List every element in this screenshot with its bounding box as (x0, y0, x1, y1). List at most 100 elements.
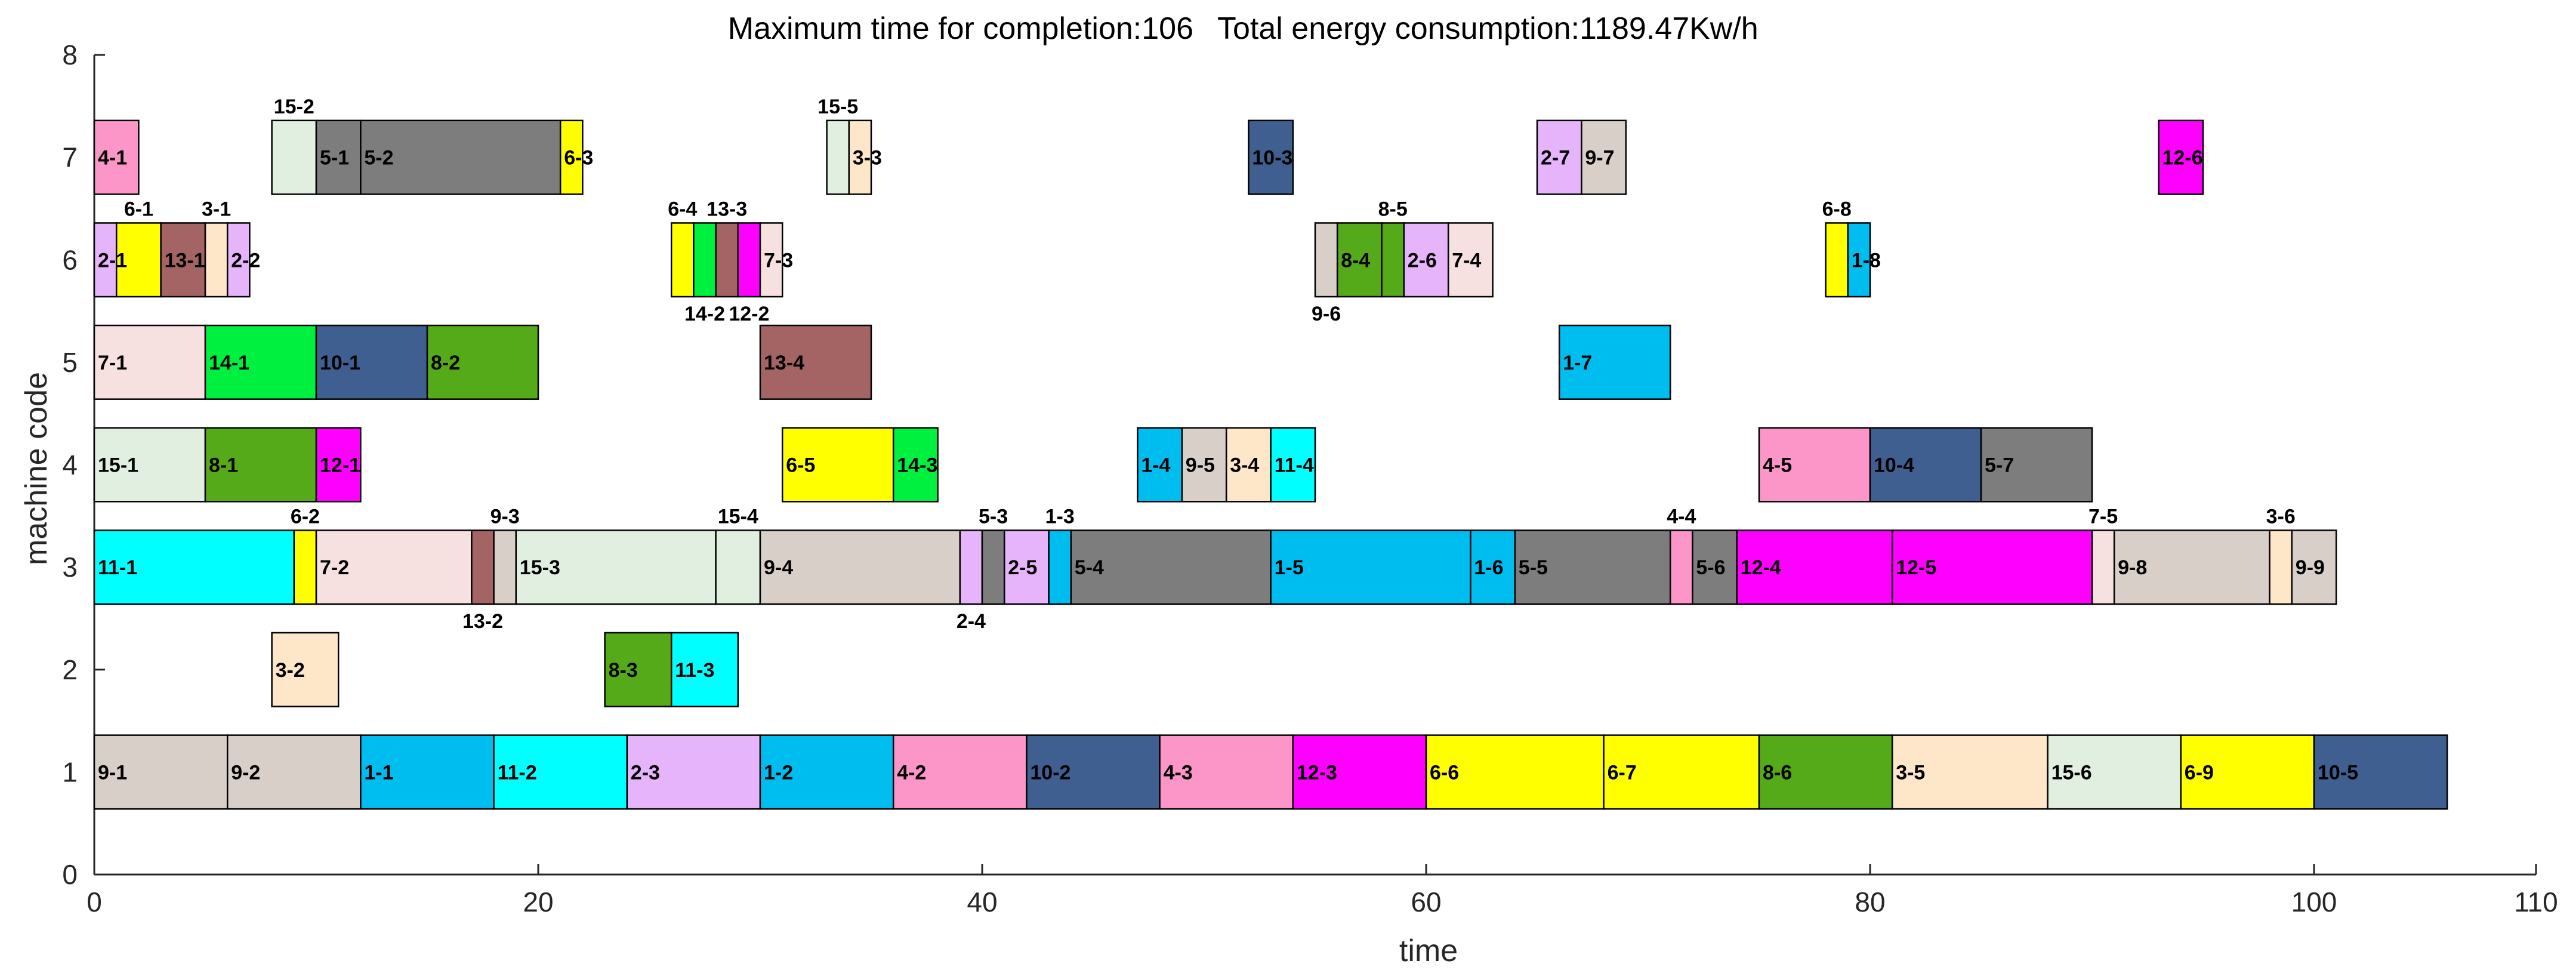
task-label: 3-2 (276, 659, 305, 682)
task-bar (1825, 222, 1849, 298)
task-label: 4-4 (1667, 505, 1696, 528)
y-tick-label: 5 (62, 347, 78, 378)
task-bar (604, 632, 672, 707)
task-bar (1558, 324, 1671, 400)
task-bar (1248, 119, 1294, 195)
y-tick-label: 3 (62, 552, 78, 583)
task-label: 6-5 (786, 454, 815, 477)
task-label: 6-9 (2185, 761, 2214, 784)
task-bar (93, 427, 206, 503)
task-label: 9-7 (1585, 147, 1614, 170)
task-label: 5-4 (1075, 556, 1104, 579)
task-label: 7-3 (764, 249, 793, 272)
task-bar (1603, 734, 1760, 810)
task-bar (959, 529, 983, 605)
task-bar (271, 632, 340, 707)
task-bar (93, 324, 206, 400)
task-bar (559, 119, 584, 195)
task-label: 3-6 (2266, 505, 2296, 528)
task-bar (781, 427, 894, 503)
task-label: 9-4 (764, 556, 793, 579)
task-bar (2269, 529, 2293, 605)
task-bar (981, 529, 1005, 605)
task-label: 9-6 (1312, 303, 1341, 325)
task-bar (2091, 529, 2115, 605)
task-bar (315, 119, 362, 195)
task-label: 11-1 (98, 556, 137, 579)
task-label: 15-6 (2051, 761, 2092, 784)
task-bar (1514, 529, 1671, 605)
task-bar (2180, 734, 2315, 810)
task-label: 8-4 (1341, 249, 1370, 272)
task-label: 5-6 (1696, 556, 1725, 579)
task-label: 3-4 (1230, 454, 1259, 477)
x-tick-label: 80 (1855, 886, 1885, 918)
task-bar (204, 222, 229, 298)
task-bar (670, 222, 695, 298)
task-label: 5-2 (364, 147, 393, 170)
task-label: 1-8 (1852, 249, 1881, 272)
task-label: 9-3 (490, 505, 520, 528)
task-label: 9-8 (2118, 556, 2147, 579)
task-bar (1336, 222, 1383, 298)
task-bar (759, 324, 872, 400)
task-bar (315, 529, 473, 605)
task-label: 6-6 (1430, 761, 1459, 784)
task-label: 13-4 (764, 352, 804, 374)
task-label: 14-3 (897, 454, 937, 477)
y-axis-label: machine code (19, 372, 54, 565)
task-bars (93, 119, 2448, 810)
task-bar (1181, 427, 1227, 503)
task-bar (1381, 222, 1405, 298)
y-tick-label: 7 (62, 142, 78, 173)
task-label: 8-3 (609, 659, 638, 682)
task-bar (2313, 734, 2448, 810)
task-bar (892, 427, 939, 503)
task-label: 4-3 (1164, 761, 1193, 784)
task-bar (1270, 427, 1316, 503)
task-label: 1-2 (764, 761, 793, 784)
task-label: 10-4 (1874, 454, 1914, 477)
task-label: 9-2 (231, 761, 260, 784)
task-label: 12-6 (2162, 147, 2203, 170)
y-tick-label: 4 (62, 450, 78, 481)
task-bar (1314, 222, 1338, 298)
task-bar (2158, 119, 2204, 195)
task-label: 5-7 (1985, 454, 2014, 477)
y-tick-label: 6 (62, 244, 78, 275)
task-bar (1048, 529, 1072, 605)
task-label: 3-5 (1896, 761, 1925, 784)
task-label: 2-5 (1008, 556, 1037, 579)
task-label: 13-1 (165, 249, 205, 272)
task-bar (759, 529, 961, 605)
task-label: 1-5 (1275, 556, 1304, 579)
task-label: 10-5 (2318, 761, 2358, 784)
plot-axes: 0 20 40 60 80 100 110 0 1 2 3 4 5 6 7 8 (62, 39, 2558, 918)
task-label: 7-1 (98, 352, 127, 374)
task-bar (1137, 427, 1183, 503)
task-label: 10-1 (320, 352, 360, 374)
task-bar (204, 427, 317, 503)
task-label: 10-2 (1030, 761, 1070, 784)
task-bar (1980, 427, 2093, 503)
task-bar (2047, 734, 2182, 810)
x-tick-label: 0 (87, 886, 102, 918)
task-label: 12-2 (729, 303, 769, 325)
task-bar (1891, 529, 2093, 605)
task-bar (226, 222, 251, 298)
task-label: 2-6 (1408, 249, 1437, 272)
task-bar (115, 222, 162, 298)
task-bar (493, 734, 628, 810)
task-label: 7-5 (2088, 505, 2118, 528)
task-bar (1891, 734, 2049, 810)
task-bar (759, 222, 783, 298)
task-label: 2-4 (957, 610, 986, 633)
task-label: 14-2 (684, 303, 725, 325)
task-bar (1581, 119, 1627, 195)
task-label: 4-2 (897, 761, 926, 784)
task-bar (737, 222, 761, 298)
task-label: 3-1 (202, 198, 231, 220)
task-bar (892, 734, 1028, 810)
task-bar (360, 119, 562, 195)
task-bar (426, 324, 539, 400)
